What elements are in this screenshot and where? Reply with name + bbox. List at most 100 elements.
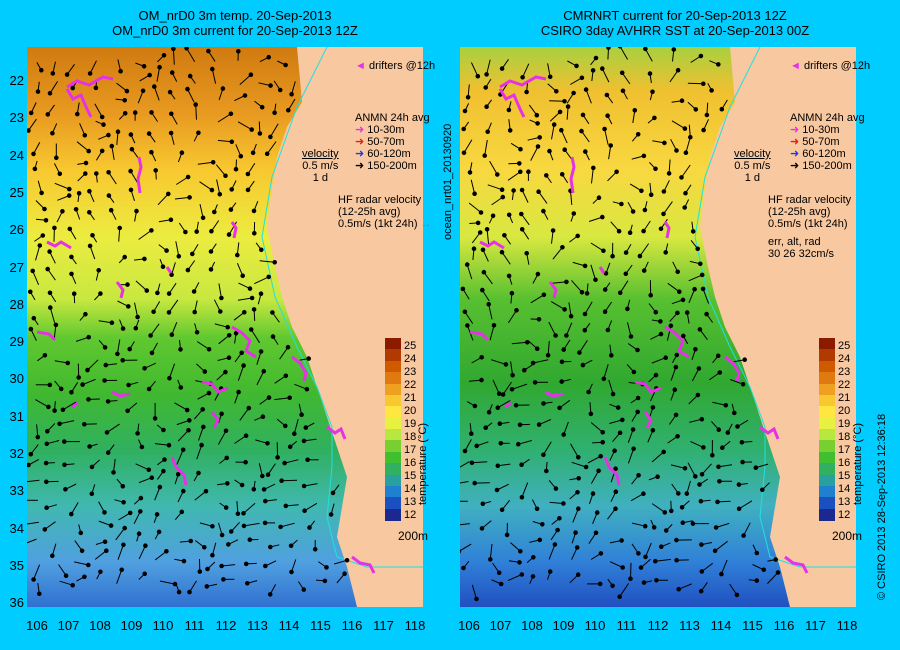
arrow-head — [102, 539, 108, 545]
lon-tick: 118 — [836, 618, 858, 633]
current-arrow — [154, 550, 167, 561]
current-arrow — [27, 118, 37, 131]
drifter-track — [111, 390, 131, 398]
colorbar-tick: 18 — [838, 431, 851, 443]
current-arrow — [243, 502, 256, 514]
arrow-head — [653, 558, 658, 564]
arrow-head — [510, 373, 515, 378]
arrow-head — [272, 260, 277, 265]
colorbar-segment — [819, 338, 835, 350]
current-arrow — [468, 202, 482, 213]
arrow-head — [693, 347, 698, 352]
current-arrow — [304, 502, 318, 512]
arrow-head — [31, 315, 37, 321]
arrow-head — [287, 444, 293, 450]
arrow-head — [128, 132, 134, 137]
current-arrow — [738, 500, 753, 510]
colorbar-segment — [819, 485, 835, 498]
colorbar-segment — [385, 497, 401, 510]
arrow-head — [166, 291, 172, 296]
colorbar-tick: 17 — [404, 444, 417, 456]
current-arrow — [460, 523, 470, 526]
arrow-head — [467, 170, 473, 175]
arrow-head — [596, 195, 602, 200]
arrow-head — [690, 521, 696, 526]
arrow-head — [761, 567, 767, 573]
arrow-head — [580, 112, 586, 118]
arrow-head — [200, 215, 206, 221]
arrow-head — [736, 482, 742, 487]
arrow-head — [226, 355, 232, 361]
arrow-head — [469, 460, 475, 466]
arrow-head — [185, 174, 191, 180]
velocity-time: 1 d — [312, 172, 328, 184]
current-arrow — [590, 422, 604, 433]
current-arrow — [510, 361, 514, 376]
arrow-head — [574, 63, 579, 69]
current-arrow — [630, 562, 632, 579]
lon-tick: 117 — [805, 618, 826, 633]
current-arrow — [198, 426, 204, 441]
lat-tick: 22 — [9, 73, 24, 88]
arrow-head — [610, 391, 616, 397]
arrow-head — [187, 195, 192, 200]
colorbar-tick: 12 — [404, 509, 417, 521]
arrow-head — [344, 558, 350, 563]
current-arrow — [565, 322, 573, 336]
current-arrow — [199, 181, 213, 191]
arrow-head — [519, 495, 525, 500]
arrow-head — [144, 288, 150, 293]
current-arrow — [35, 399, 49, 408]
arrow-head — [98, 569, 103, 575]
arrow-head — [153, 168, 158, 173]
colorbar-tick: 19 — [838, 418, 851, 430]
arrow-head — [680, 297, 686, 303]
colorbar-tick: 23 — [838, 366, 851, 378]
arrow-head — [568, 313, 574, 319]
current-arrow — [176, 176, 189, 185]
arrow-head — [693, 107, 699, 112]
current-arrow — [548, 321, 557, 336]
arrow-head — [228, 207, 234, 212]
current-arrow — [601, 68, 610, 83]
arrow-head — [610, 253, 615, 259]
arrow-head — [561, 347, 566, 352]
arrow-head — [85, 367, 90, 373]
arrow-head — [99, 148, 105, 154]
arrow-head — [199, 442, 204, 448]
colorbar-segment — [385, 508, 401, 521]
current-arrow — [217, 139, 232, 143]
arrow-head — [579, 290, 585, 295]
arrow-head — [104, 548, 109, 554]
arrow-head — [625, 306, 630, 312]
arrow-head — [148, 333, 153, 338]
arrow-head — [643, 554, 648, 560]
colorbar-tick: 16 — [404, 457, 417, 469]
current-arrow — [532, 359, 549, 364]
arrow-head — [146, 386, 152, 392]
current-arrow — [547, 340, 550, 356]
arrow-head — [631, 446, 636, 452]
arrow-head — [716, 464, 721, 470]
right-title-line1: CMRNRT current for 20-Sep-2013 12Z — [563, 8, 787, 23]
arrow-head — [83, 311, 88, 317]
arrow-head — [494, 487, 500, 493]
lon-tick: 111 — [616, 618, 637, 633]
arrow-head — [663, 528, 669, 533]
arrow-head — [713, 525, 719, 530]
arrow-head — [265, 472, 271, 478]
drifter-track — [724, 355, 741, 382]
current-arrow — [490, 359, 507, 365]
arrow-head — [57, 171, 63, 177]
arrow-head — [152, 416, 158, 421]
current-arrow — [82, 378, 96, 386]
current-arrow — [62, 401, 77, 411]
arrow-head — [135, 314, 140, 320]
arrow-head — [641, 228, 646, 234]
arrow-head — [39, 67, 44, 73]
arrow-head — [597, 581, 603, 587]
colorbar-segment — [819, 383, 835, 396]
arrow-head — [324, 565, 329, 570]
drifter-track — [351, 555, 376, 574]
arrow-head — [187, 589, 192, 595]
